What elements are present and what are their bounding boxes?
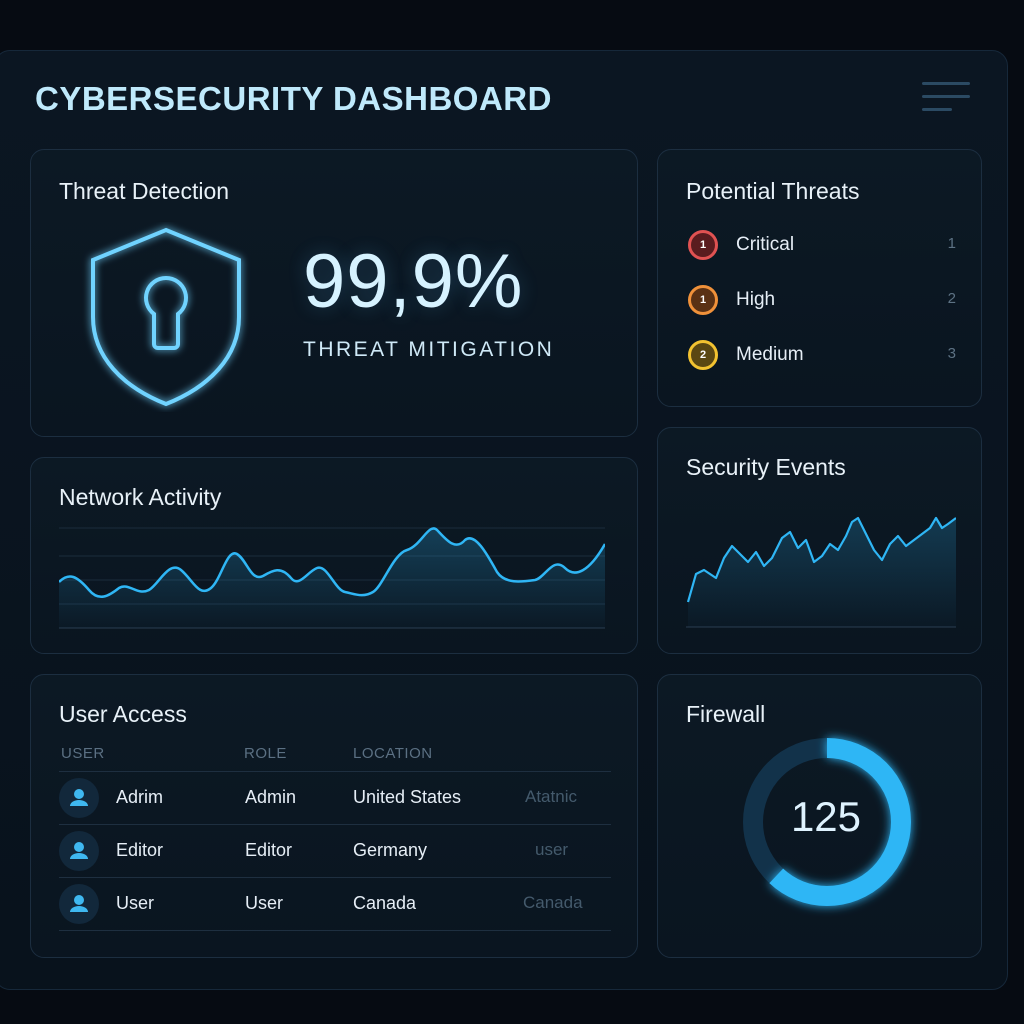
threat-row-critical[interactable]: 1 Critical 1: [686, 228, 956, 262]
threat-label: Critical: [736, 234, 795, 255]
threat-mitigation-value: 99,9%: [303, 239, 524, 324]
cell-location: Germany: [353, 840, 428, 860]
threat-detection-card: Threat Detection 99,9% THREAT MITIGATION: [30, 149, 638, 437]
firewall-gauge: [743, 738, 911, 906]
security-events-area: [688, 518, 956, 627]
security-events-line: [686, 516, 956, 603]
shield-lock-icon: [91, 227, 241, 407]
user-access-title: User Access: [59, 701, 187, 727]
threat-count: 2: [947, 290, 956, 307]
cell-extra: user: [535, 840, 569, 859]
dashboard-title: CYBERSECURITY DASHBOARD: [35, 80, 552, 117]
cell-role: Admin: [245, 787, 297, 807]
network-activity-line: [59, 527, 605, 598]
user-access-card: User Access USER ROLE LOCATION Adrim Adm…: [30, 674, 638, 958]
critical-severity-icon: 1: [688, 230, 718, 260]
threat-label: Medium: [736, 344, 804, 365]
menu-icon[interactable]: [920, 80, 972, 114]
user-icon: [70, 789, 88, 806]
cell-role: User: [245, 893, 284, 913]
firewall-value: 125: [790, 793, 862, 840]
security-events-chart: [686, 516, 956, 628]
avatar: [59, 778, 99, 818]
network-activity-area: [59, 528, 605, 628]
threat-label: High: [736, 289, 776, 310]
network-activity-title: Network Activity: [59, 484, 222, 510]
avatar: [59, 831, 99, 871]
cell-user: Adrim: [116, 787, 164, 807]
cell-extra: Canada: [523, 893, 583, 912]
threat-detection-title: Threat Detection: [59, 178, 230, 204]
user-icon: [70, 842, 88, 859]
table-row[interactable]: Adrim Admin United States Atatnic: [59, 772, 611, 824]
gauge-fill: [743, 738, 911, 906]
security-events-card: Security Events: [657, 427, 982, 654]
network-activity-chart: [59, 527, 605, 629]
row-divider: [59, 771, 611, 772]
cell-location: Canada: [353, 893, 417, 913]
column-header-location[interactable]: LOCATION: [353, 745, 433, 762]
high-severity-icon: 1: [688, 285, 718, 315]
cell-user: Editor: [116, 840, 164, 860]
potential-threats-title: Potential Threats: [686, 178, 860, 204]
threat-row-medium[interactable]: 2 Medium 3: [686, 338, 956, 372]
column-header-user[interactable]: USER: [61, 745, 105, 762]
row-divider: [59, 877, 611, 878]
threat-row-high[interactable]: 1 High 2: [686, 283, 956, 317]
table-row[interactable]: Editor Editor Germany user: [59, 825, 611, 877]
firewall-title: Firewall: [686, 701, 766, 727]
cell-role: Editor: [245, 840, 293, 860]
cell-user: User: [116, 893, 155, 913]
firewall-card: Firewall 125: [657, 674, 982, 958]
row-divider: [59, 930, 611, 931]
threat-count: 1: [947, 235, 956, 252]
network-activity-card: Network Activity: [30, 457, 638, 654]
medium-severity-icon: 2: [688, 340, 718, 370]
user-icon: [70, 895, 88, 912]
potential-threats-card: Potential Threats 1 Critical 1 1 High 2 …: [657, 149, 982, 407]
security-events-title: Security Events: [686, 454, 846, 480]
cell-extra: Atatnic: [525, 787, 577, 806]
avatar: [59, 884, 99, 924]
threat-count: 3: [947, 345, 956, 362]
cell-location: United States: [353, 787, 462, 807]
table-row[interactable]: User User Canada Canada: [59, 878, 611, 930]
threat-mitigation-label: THREAT MITIGATION: [303, 338, 555, 361]
row-divider: [59, 824, 611, 825]
column-header-role[interactable]: ROLE: [244, 745, 287, 762]
